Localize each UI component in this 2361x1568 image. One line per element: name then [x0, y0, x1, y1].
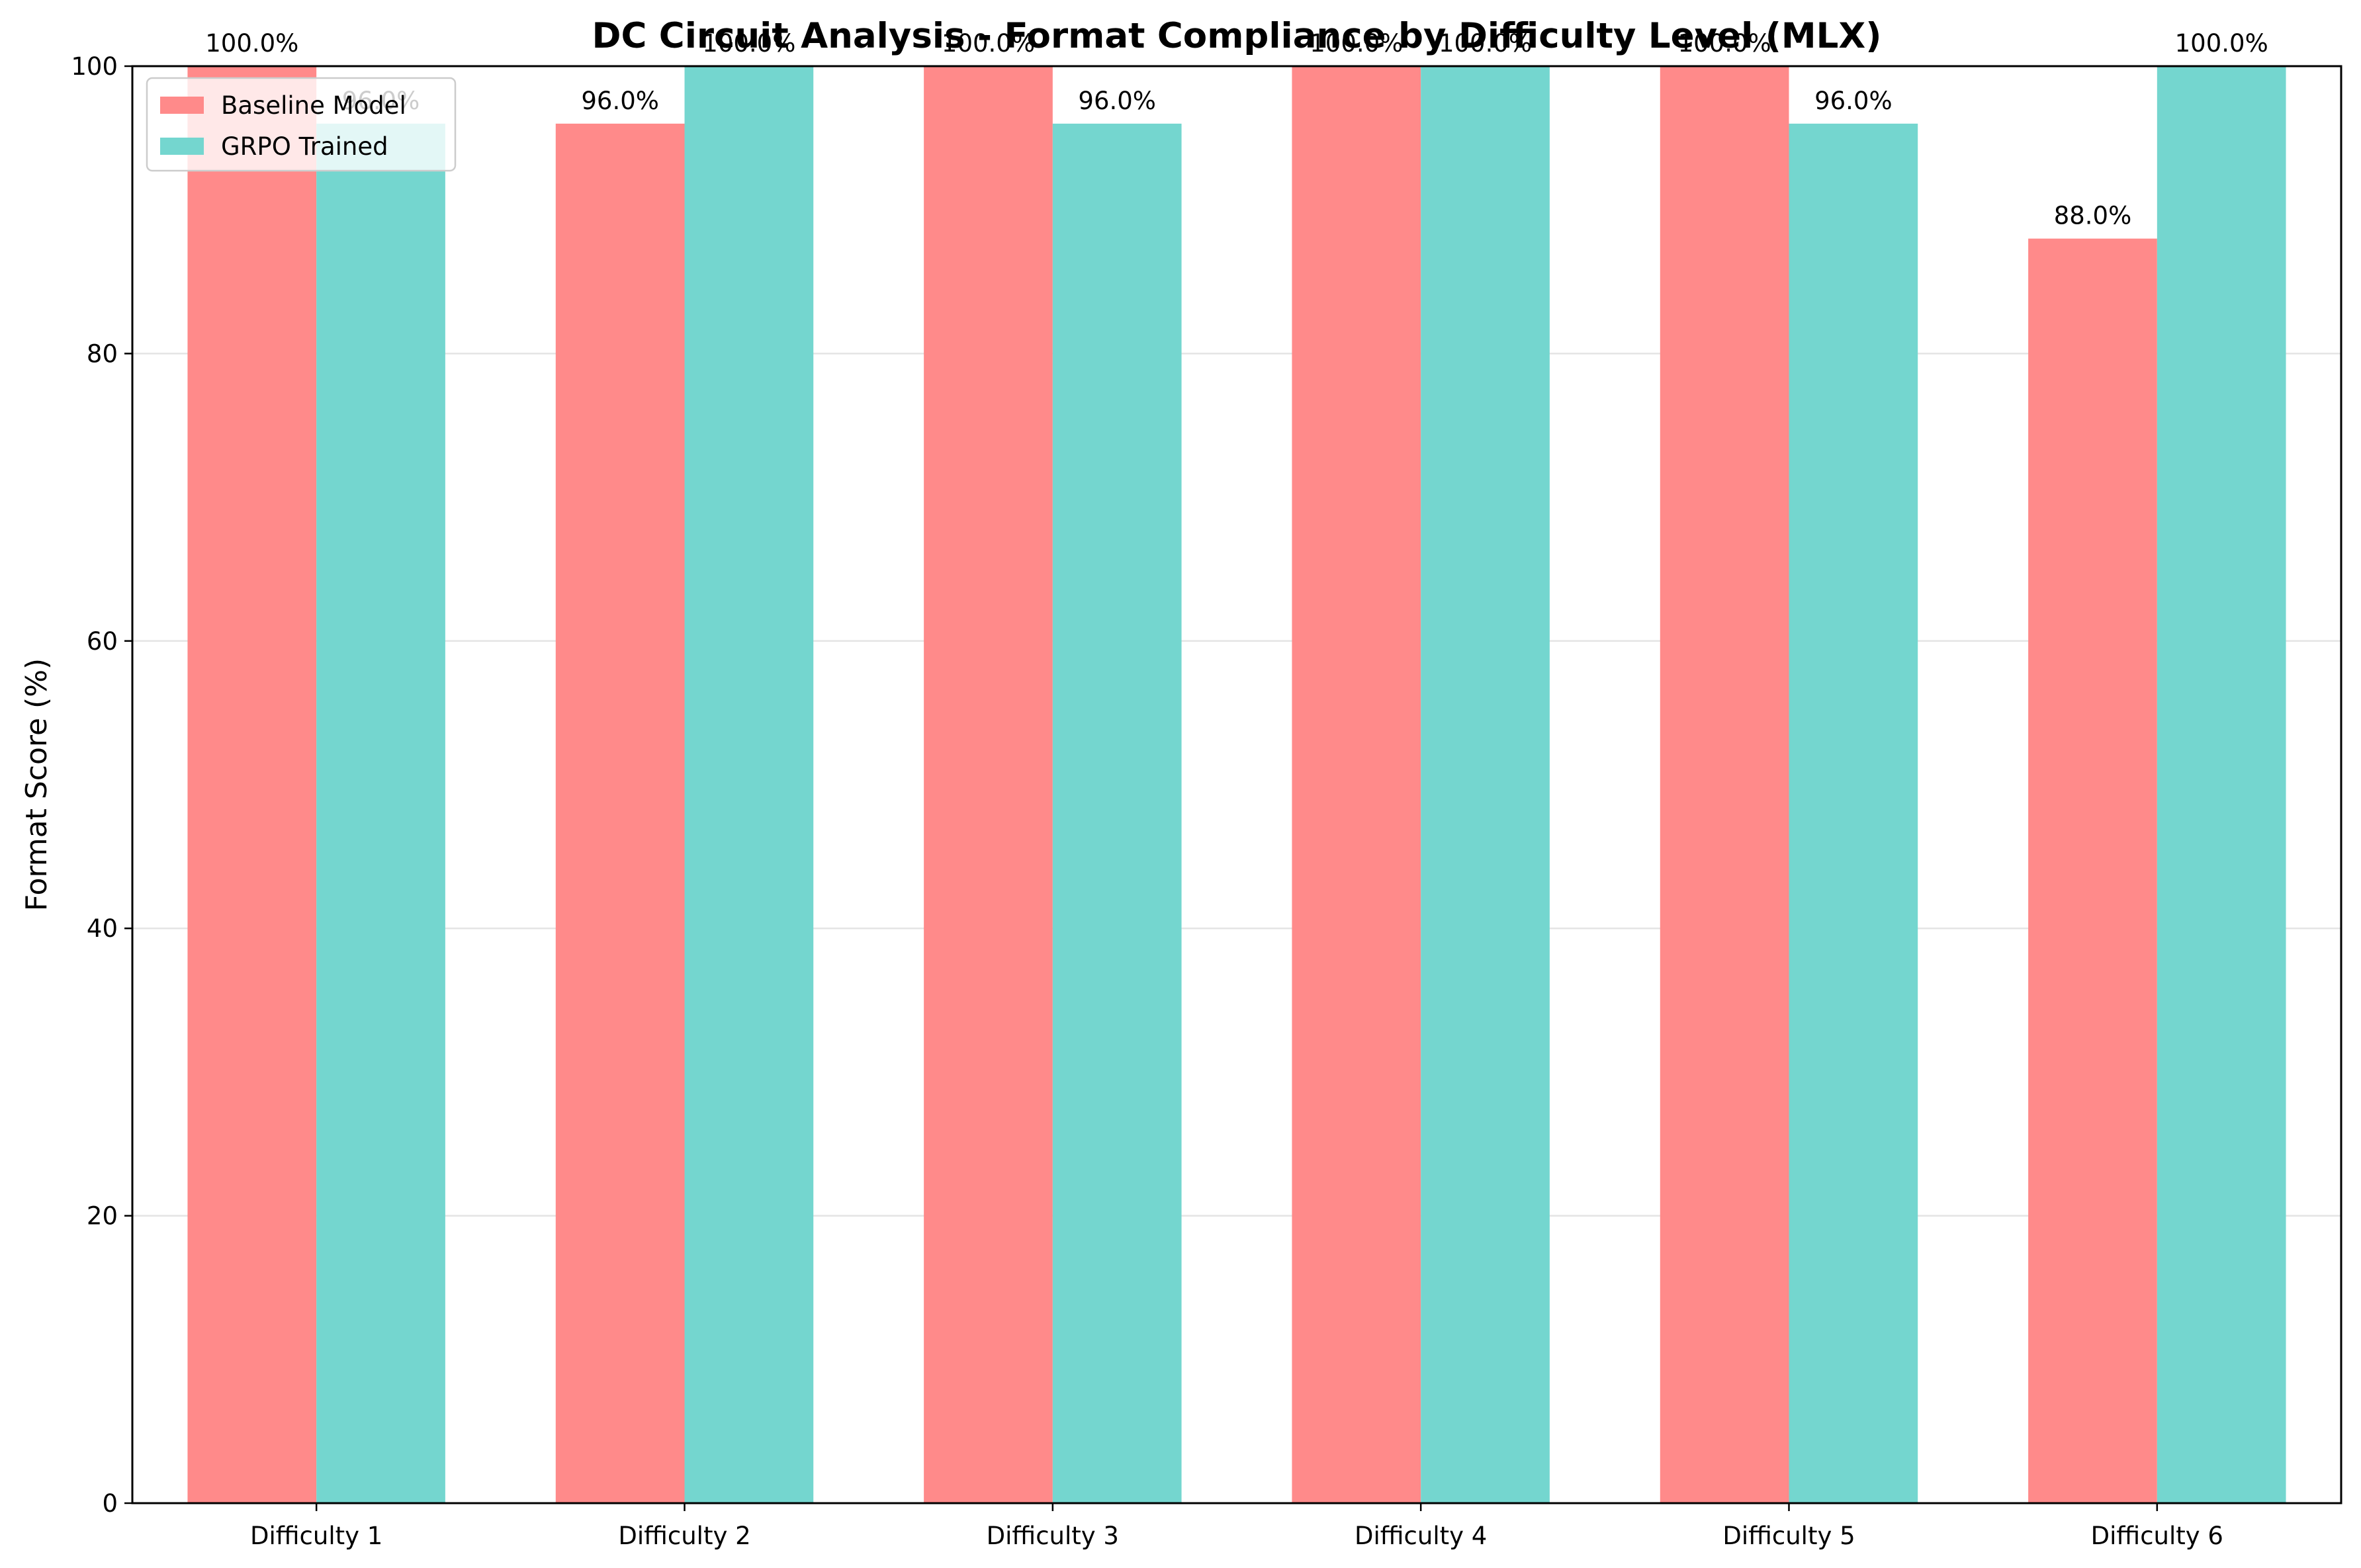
- legend-swatch-grpo: [160, 138, 204, 155]
- y-tick-label: 40: [87, 914, 118, 943]
- x-ticks: Difficulty 1 Difficulty 2 Difficulty 3 Diff…: [250, 1503, 2223, 1550]
- y-tick-label: 60: [87, 627, 118, 656]
- bar-baseline-3: [924, 66, 1053, 1503]
- legend: Baseline Model GRPO Trained: [146, 77, 457, 172]
- bar-grpo-5: [1789, 123, 1918, 1504]
- bar-grpo-4: [1421, 66, 1550, 1503]
- data-label: 100.0%: [702, 29, 795, 58]
- legend-label-grpo: GRPO Trained: [221, 132, 388, 161]
- y-tick-label: 100: [71, 52, 118, 81]
- data-label: 96.0%: [1814, 87, 1893, 115]
- bar-baseline-5: [1660, 66, 1789, 1503]
- data-label: 100.0%: [205, 29, 298, 58]
- legend-box: [146, 77, 457, 172]
- data-label: 96.0%: [1078, 87, 1156, 115]
- bar-baseline-6: [2028, 238, 2157, 1503]
- axes: [131, 65, 2342, 1504]
- x-tick-label: Difficulty 3: [987, 1522, 1119, 1550]
- plot-frame: [131, 65, 2342, 1504]
- data-labels: 100.0% 96.0% 100.0% 100.0% 100.0% 88.0% 96.0% 1…: [205, 29, 2268, 230]
- y-tick-label: 80: [87, 339, 118, 368]
- data-label: 96.0%: [581, 87, 659, 115]
- gridlines: [132, 65, 2341, 1504]
- bar-baseline-2: [555, 123, 685, 1504]
- chart-title: DC Circuit Analysis - Format Compliance …: [592, 16, 1881, 56]
- data-label: 100.0%: [2175, 29, 2268, 58]
- data-label: 100.0%: [942, 29, 1035, 58]
- y-axis-label: Format Score (%): [20, 658, 54, 911]
- data-label: 100.0%: [1310, 29, 1403, 58]
- bar-baseline-1: [187, 66, 317, 1503]
- x-tick-label: Difficulty 5: [1722, 1522, 1855, 1550]
- x-tick-label: Difficulty 4: [1355, 1522, 1487, 1550]
- x-tick-label: Difficulty 1: [250, 1522, 382, 1550]
- legend-label-baseline: Baseline Model: [221, 91, 406, 120]
- x-tick-label: Difficulty 6: [2091, 1522, 2223, 1550]
- data-label: 100.0%: [1439, 29, 1532, 58]
- x-tick-label: Difficulty 2: [618, 1522, 750, 1550]
- data-label: 100.0%: [1678, 29, 1771, 58]
- bar-grpo-6: [2157, 66, 2286, 1503]
- y-ticks: 0 20 40 60 80 100: [71, 52, 132, 1518]
- y-tick-label: 0: [102, 1489, 118, 1518]
- bars: [187, 66, 2286, 1504]
- bar-grpo-2: [684, 66, 814, 1503]
- y-tick-label: 20: [87, 1202, 118, 1231]
- data-label: 88.0%: [2054, 202, 2132, 230]
- bar-grpo-3: [1052, 123, 1182, 1504]
- bar-grpo-1: [316, 123, 445, 1504]
- legend-swatch-baseline: [160, 97, 204, 114]
- bar-baseline-4: [1292, 66, 1421, 1503]
